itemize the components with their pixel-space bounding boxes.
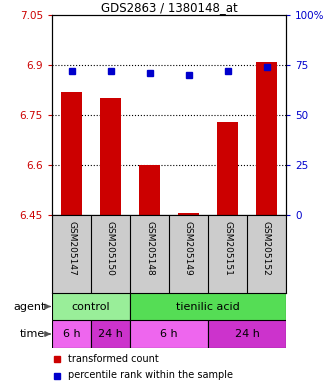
- Bar: [130, 320, 208, 348]
- Bar: [256, 62, 277, 215]
- Text: transformed count: transformed count: [69, 354, 159, 364]
- Text: time: time: [20, 329, 45, 339]
- Text: 6 h: 6 h: [160, 329, 178, 339]
- Text: GSM205151: GSM205151: [223, 221, 232, 276]
- Text: GSM205148: GSM205148: [145, 221, 154, 276]
- Bar: [208, 320, 286, 348]
- Bar: [91, 320, 130, 348]
- Text: percentile rank within the sample: percentile rank within the sample: [69, 371, 233, 381]
- Text: tienilic acid: tienilic acid: [176, 301, 240, 311]
- Text: control: control: [72, 301, 110, 311]
- Bar: [130, 293, 286, 320]
- Text: GSM205152: GSM205152: [262, 221, 271, 276]
- Text: GSM205147: GSM205147: [67, 221, 76, 276]
- Text: GSM205149: GSM205149: [184, 221, 193, 276]
- Text: 6 h: 6 h: [63, 329, 80, 339]
- Bar: [178, 214, 199, 215]
- Text: 24 h: 24 h: [235, 329, 260, 339]
- Title: GDS2863 / 1380148_at: GDS2863 / 1380148_at: [101, 1, 237, 14]
- Bar: [61, 92, 82, 215]
- Bar: [100, 98, 121, 215]
- Text: GSM205150: GSM205150: [106, 221, 115, 276]
- Text: agent: agent: [13, 301, 45, 311]
- Bar: [139, 165, 160, 215]
- Bar: [217, 122, 238, 215]
- Text: 24 h: 24 h: [98, 329, 123, 339]
- Bar: [52, 320, 91, 348]
- Bar: [52, 293, 130, 320]
